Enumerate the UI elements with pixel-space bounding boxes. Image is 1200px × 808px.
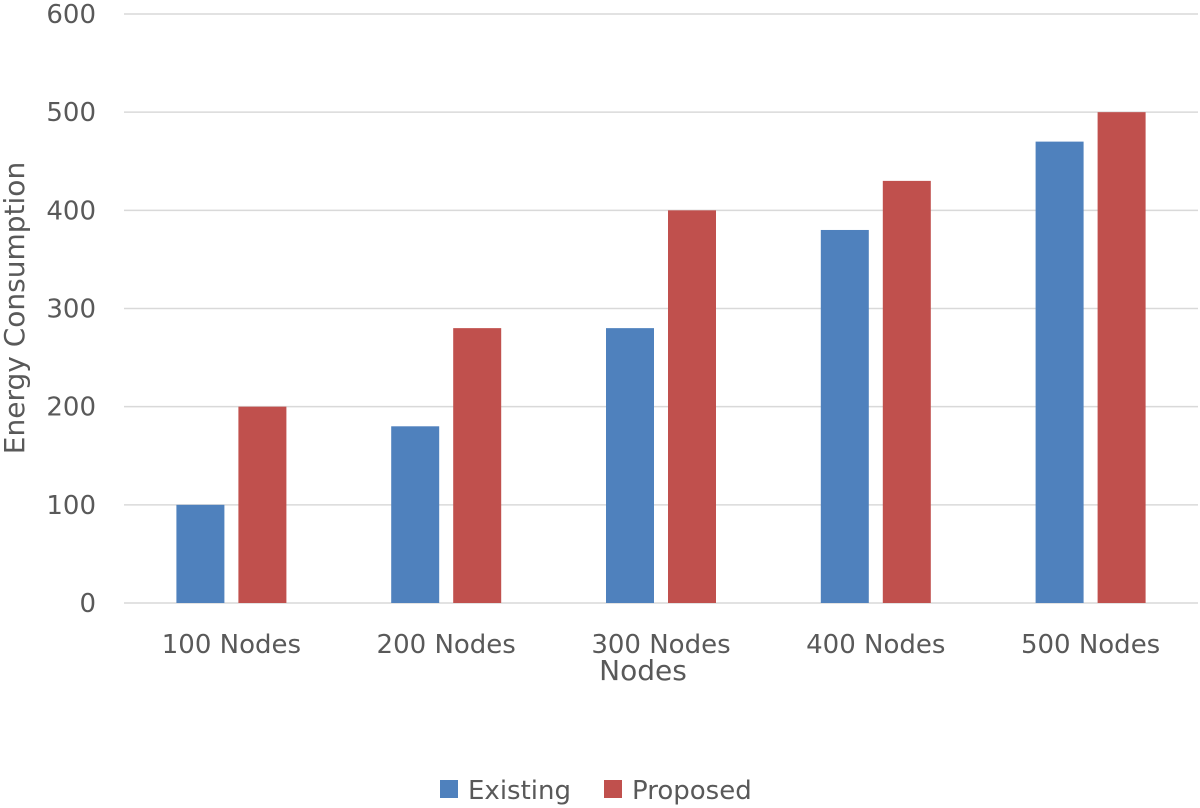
- bar-proposed-2: [453, 328, 502, 603]
- x-tick-label: 200 Nodes: [377, 630, 516, 660]
- legend: Existing Proposed: [440, 776, 752, 806]
- y-tick-label: 100: [46, 491, 96, 521]
- y-tick-label: 300: [46, 295, 96, 325]
- x-axis-title: Nodes: [599, 654, 687, 687]
- bar-proposed-4: [882, 180, 931, 603]
- y-axis-title: Energy Consumption: [0, 162, 31, 454]
- bar-existing-1: [176, 504, 225, 603]
- legend-label-existing: Existing: [468, 776, 571, 806]
- legend-swatch-existing: [440, 780, 458, 798]
- x-tick-label: 500 Nodes: [1021, 630, 1160, 660]
- y-tick-label: 400: [46, 196, 96, 226]
- bars: [176, 112, 1146, 604]
- y-tick-label: 600: [46, 0, 96, 30]
- x-tick-label: 400 Nodes: [806, 630, 945, 660]
- y-tick-label: 200: [46, 393, 96, 423]
- x-tick-label: 100 Nodes: [162, 630, 301, 660]
- bar-existing-2: [391, 426, 440, 603]
- bar-existing-4: [820, 229, 869, 603]
- legend-label-proposed: Proposed: [632, 776, 752, 806]
- y-tick-label: 0: [79, 589, 96, 619]
- bar-existing-5: [1035, 141, 1084, 603]
- bar-existing-3: [606, 328, 654, 603]
- x-tick-label: 300 Nodes: [591, 630, 730, 660]
- bar-proposed-1: [238, 406, 287, 603]
- y-axis-ticks: 0 100 200 300 400 500 600: [46, 0, 96, 619]
- y-tick-label: 500: [46, 98, 96, 128]
- x-axis-ticks: 100 Nodes 200 Nodes 300 Nodes 400 Nodes 500 …: [162, 630, 1160, 660]
- bar-proposed-3: [668, 210, 716, 604]
- bar-proposed-5: [1097, 112, 1146, 604]
- legend-swatch-proposed: [604, 780, 622, 798]
- gridlines: [124, 13, 1198, 604]
